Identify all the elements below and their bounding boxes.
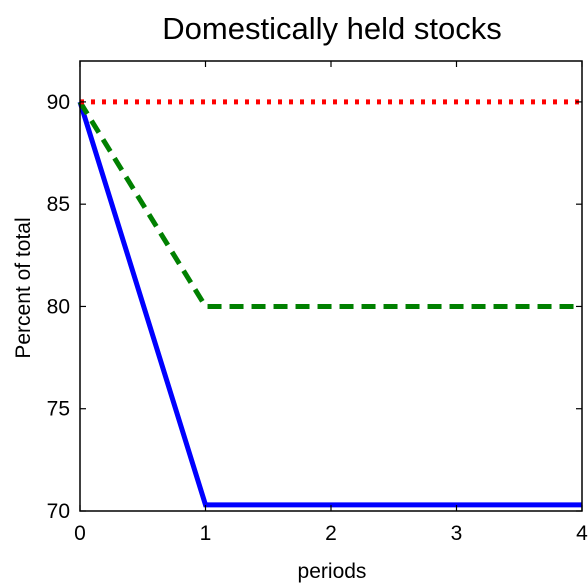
x-axis-label: periods (298, 560, 367, 583)
series-line-1 (77, 101, 582, 508)
x-tick-label-4: 4 (576, 522, 588, 545)
y-tick-label-85: 85 (47, 193, 70, 216)
x-tick-label-3: 3 (451, 522, 463, 545)
plot-frame (79, 60, 583, 512)
y-tick-label-70: 70 (47, 500, 70, 523)
y-tick-label-75: 75 (47, 398, 70, 421)
y-axis-label: Percent of total (12, 217, 35, 358)
x-tick-label-1: 1 (200, 522, 212, 545)
y-tick-label-90: 90 (47, 91, 70, 114)
y-tick-label-80: 80 (47, 295, 70, 318)
series-line-2 (77, 100, 582, 309)
x-tick-label-0: 0 (74, 522, 86, 545)
x-tick-label-2: 2 (325, 522, 337, 545)
plot-area: 0 1 2 3 4 70 75 80 85 90 (47, 60, 588, 545)
chart-title: Domestically held stocks (162, 11, 501, 46)
